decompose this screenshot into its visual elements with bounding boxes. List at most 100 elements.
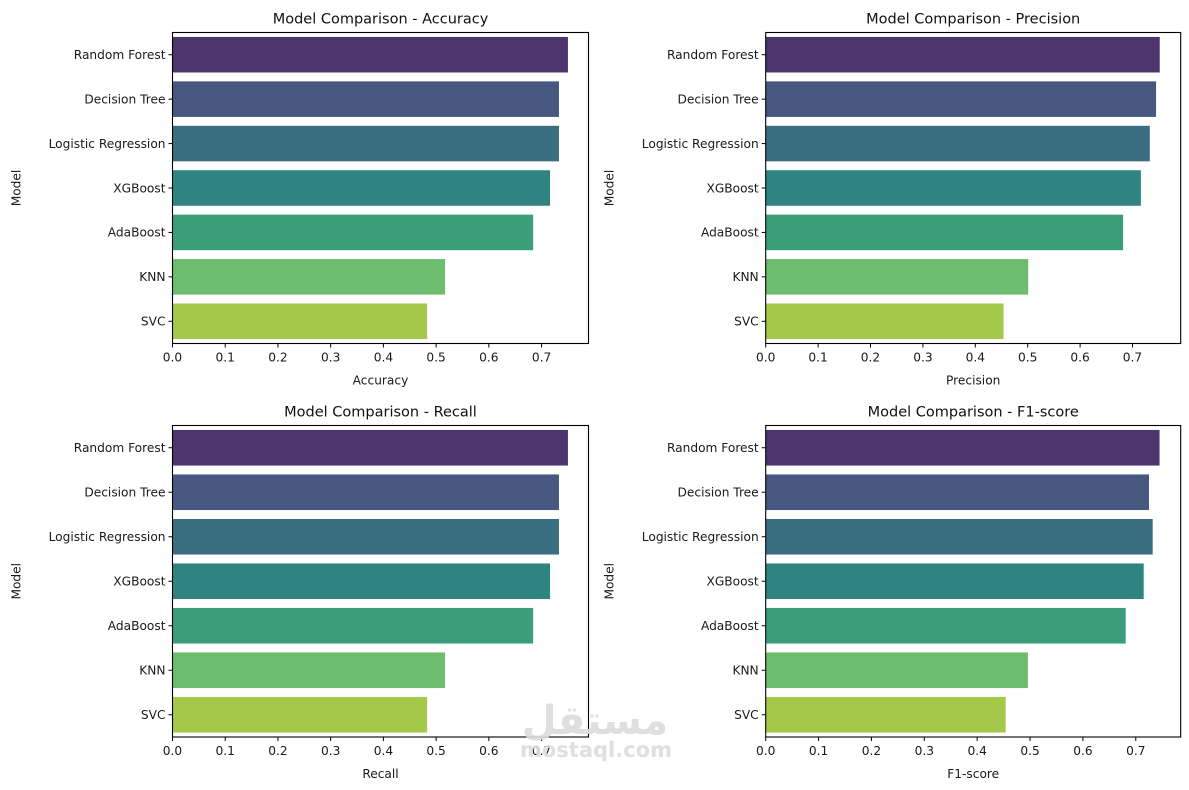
y-tick-label: KNN: [139, 270, 165, 284]
y-tick-label: Decision Tree: [678, 486, 759, 500]
bar-svc: [172, 303, 428, 340]
x-tick-label: 0.6: [1070, 351, 1089, 365]
y-tick-label: SVC: [141, 708, 166, 722]
y-tick-label: Random Forest: [667, 441, 759, 455]
y-tick-label: SVC: [734, 708, 759, 722]
bar-knn: [765, 652, 1028, 689]
y-tick-label: Decision Tree: [678, 92, 759, 106]
y-tick-label: KNN: [732, 664, 758, 678]
y-tick-label: XGBoost: [113, 181, 165, 195]
bar-knn: [765, 259, 1029, 295]
y-axis-label: Model: [10, 170, 24, 207]
bar-logistic-regression: [765, 125, 1150, 162]
bar-decision-tree: [172, 81, 559, 117]
y-tick-label: Logistic Regression: [642, 530, 759, 544]
x-tick-label: 0.3: [913, 351, 932, 365]
x-tick-label: 0.2: [861, 351, 880, 365]
chart-title: Model Comparison - Precision: [866, 12, 1080, 28]
y-tick-label: Logistic Regression: [642, 137, 759, 151]
precision-chart: Random Forest Decision Tree Logistic Regre…: [603, 12, 1182, 388]
bar-knn: [172, 652, 446, 689]
x-tick-label: 0.7: [532, 351, 551, 365]
y-tick-label: KNN: [139, 664, 165, 678]
bar-random-forest: [172, 429, 568, 466]
y-tick-label: SVC: [734, 315, 759, 329]
x-tick-label: 0.1: [808, 351, 827, 365]
y-tick-label: SVC: [141, 315, 166, 329]
x-tick-label: 0.4: [967, 744, 987, 758]
bar-random-forest: [172, 36, 568, 73]
y-tick-label: KNN: [732, 270, 758, 284]
bar-svc: [765, 303, 1004, 340]
y-tick-label: XGBoost: [113, 575, 165, 589]
y-tick-label: AdaBoost: [701, 619, 759, 633]
x-axis-label: F1-score: [947, 767, 999, 781]
recall-chart: Random Forest Decision Tree Logistic Regre…: [10, 405, 590, 781]
x-tick-label: 0.5: [1020, 744, 1039, 758]
x-tick-label: 0.4: [374, 351, 394, 365]
y-tick-label: XGBoost: [706, 575, 758, 589]
y-tick-label: XGBoost: [706, 181, 758, 195]
x-tick-label: 0.7: [1123, 351, 1142, 365]
y-tick-label: Decision Tree: [84, 92, 165, 106]
x-tick-label: 0.5: [1018, 351, 1037, 365]
bar-adaboost: [765, 214, 1124, 251]
x-axis-label: Precision: [946, 374, 1000, 388]
bar-knn: [172, 259, 446, 295]
y-axis-label: Model: [603, 563, 617, 600]
bar-logistic-regression: [765, 518, 1153, 555]
x-tick-label: 0.3: [321, 351, 340, 365]
x-tick-label: 0.3: [321, 744, 340, 758]
x-tick-label: 0.6: [1073, 744, 1092, 758]
y-tick-label: Random Forest: [667, 48, 759, 62]
bar-decision-tree: [172, 474, 559, 511]
bar-adaboost: [765, 607, 1126, 644]
y-axis-label: Model: [10, 563, 24, 600]
x-tick-label: 0.0: [163, 351, 182, 365]
bar-svc: [172, 696, 428, 733]
y-tick-label: AdaBoost: [108, 619, 166, 633]
x-axis-label: Accuracy: [353, 374, 409, 388]
bar-svc: [765, 696, 1006, 733]
accuracy-chart: Random Forest Decision Tree Logistic Regre…: [10, 12, 590, 388]
bar-adaboost: [172, 214, 534, 251]
x-tick-label: 0.0: [756, 744, 775, 758]
bar-logistic-regression: [172, 125, 559, 162]
y-axis-label: Model: [603, 170, 617, 207]
y-tick-label: Random Forest: [74, 441, 166, 455]
x-axis-label: Recall: [362, 767, 398, 781]
x-tick-label: 0.7: [532, 744, 551, 758]
bar-decision-tree: [765, 81, 1157, 117]
y-tick-label: Random Forest: [74, 48, 166, 62]
y-tick-label: AdaBoost: [701, 226, 759, 240]
y-tick-label: Logistic Regression: [49, 137, 166, 151]
x-tick-label: 0.2: [268, 351, 287, 365]
x-tick-label: 0.6: [479, 744, 498, 758]
chart-title: Model Comparison - Recall: [284, 405, 477, 421]
y-tick-label: AdaBoost: [108, 226, 166, 240]
bar-random-forest: [765, 36, 1160, 73]
chart-title: Model Comparison - Accuracy: [273, 12, 489, 28]
x-tick-label: 0.5: [426, 351, 445, 365]
x-tick-label: 0.2: [862, 744, 881, 758]
x-tick-label: 0.1: [809, 744, 828, 758]
bar-xgboost: [172, 170, 551, 206]
f1-score-chart: Random Forest Decision Tree Logistic Regre…: [603, 405, 1182, 781]
x-tick-label: 0.2: [268, 744, 287, 758]
x-tick-label: 0.1: [216, 744, 235, 758]
x-tick-label: 0.0: [756, 351, 775, 365]
x-tick-label: 0.1: [216, 351, 235, 365]
bar-logistic-regression: [172, 518, 559, 555]
bar-xgboost: [172, 563, 551, 600]
bar-xgboost: [765, 170, 1141, 206]
x-tick-label: 0.4: [966, 351, 986, 365]
bar-decision-tree: [765, 474, 1149, 511]
y-tick-label: Logistic Regression: [49, 530, 166, 544]
x-tick-label: 0.6: [479, 351, 498, 365]
bar-random-forest: [765, 429, 1160, 466]
x-tick-label: 0.4: [374, 744, 394, 758]
x-tick-label: 0.7: [1126, 744, 1145, 758]
chart-title: Model Comparison - F1-score: [868, 405, 1079, 421]
bar-xgboost: [765, 563, 1144, 600]
bar-adaboost: [172, 607, 534, 644]
